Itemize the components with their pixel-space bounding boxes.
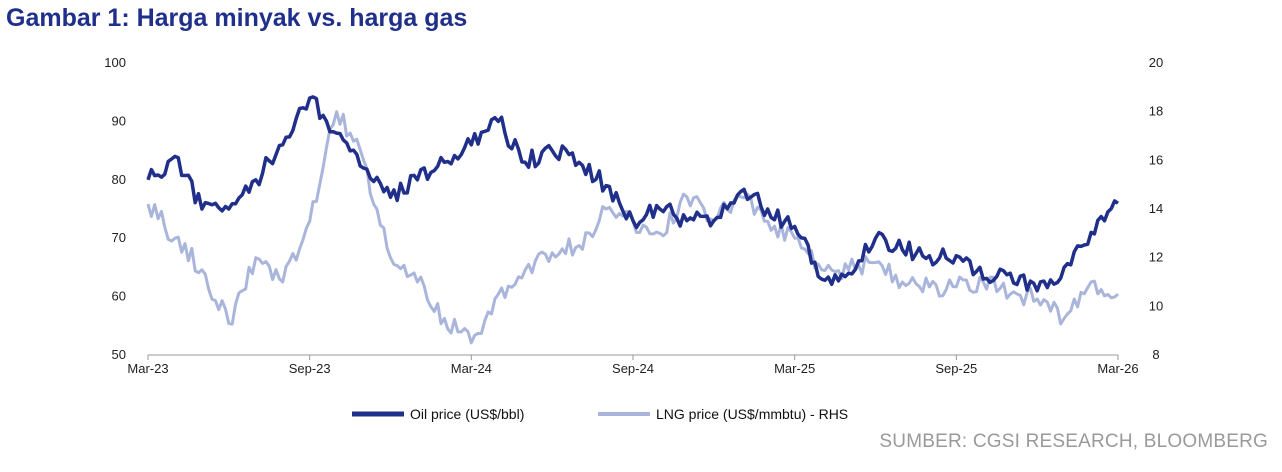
left-y-axis: 100 90 80 70 60 50 bbox=[104, 55, 126, 362]
x-tick-label: Mar-23 bbox=[127, 361, 168, 376]
lng-price-line bbox=[146, 110, 1119, 345]
source-note: SUMBER: CGSI RESEARCH, BLOOMBERG bbox=[879, 431, 1268, 452]
right-tick-label: 8 bbox=[1152, 347, 1159, 362]
x-axis: Mar-23 Sep-23 Mar-24 Sep-24 Mar-25 Sep-25 Mar-… bbox=[127, 355, 1139, 376]
x-tick-label: Sep-25 bbox=[935, 361, 977, 376]
x-tick-label: Sep-24 bbox=[612, 361, 654, 376]
right-tick-label: 16 bbox=[1149, 152, 1163, 167]
right-tick-label: 20 bbox=[1149, 55, 1163, 70]
left-tick-label: 60 bbox=[112, 289, 126, 304]
left-tick-label: 80 bbox=[112, 172, 126, 187]
x-tick-label: Mar-24 bbox=[451, 361, 492, 376]
legend-oil-label: Oil price (US$/bbl) bbox=[410, 406, 524, 422]
chart-title: Gambar 1: Harga minyak vs. harga gas bbox=[6, 4, 468, 32]
left-tick-label: 50 bbox=[112, 347, 126, 362]
left-tick-label: 90 bbox=[112, 113, 126, 128]
right-tick-label: 18 bbox=[1149, 104, 1163, 119]
left-tick-label: 70 bbox=[112, 230, 126, 245]
right-tick-label: 14 bbox=[1149, 201, 1163, 216]
left-tick-label: 100 bbox=[104, 55, 126, 70]
x-tick-label: Mar-26 bbox=[1097, 361, 1138, 376]
right-tick-label: 10 bbox=[1149, 298, 1163, 313]
right-y-axis: 20 18 16 14 12 10 8 bbox=[1149, 55, 1163, 362]
series-lines bbox=[146, 95, 1119, 345]
legend-lng-label: LNG price (US$/mmbtu) - RHS bbox=[656, 406, 848, 422]
oil-price-line bbox=[146, 95, 1119, 293]
legend: Oil price (US$/bbl) LNG price (US$/mmbtu… bbox=[352, 406, 848, 422]
right-tick-label: 12 bbox=[1149, 250, 1163, 265]
x-tick-label: Sep-23 bbox=[289, 361, 331, 376]
x-tick-label: Mar-25 bbox=[774, 361, 815, 376]
